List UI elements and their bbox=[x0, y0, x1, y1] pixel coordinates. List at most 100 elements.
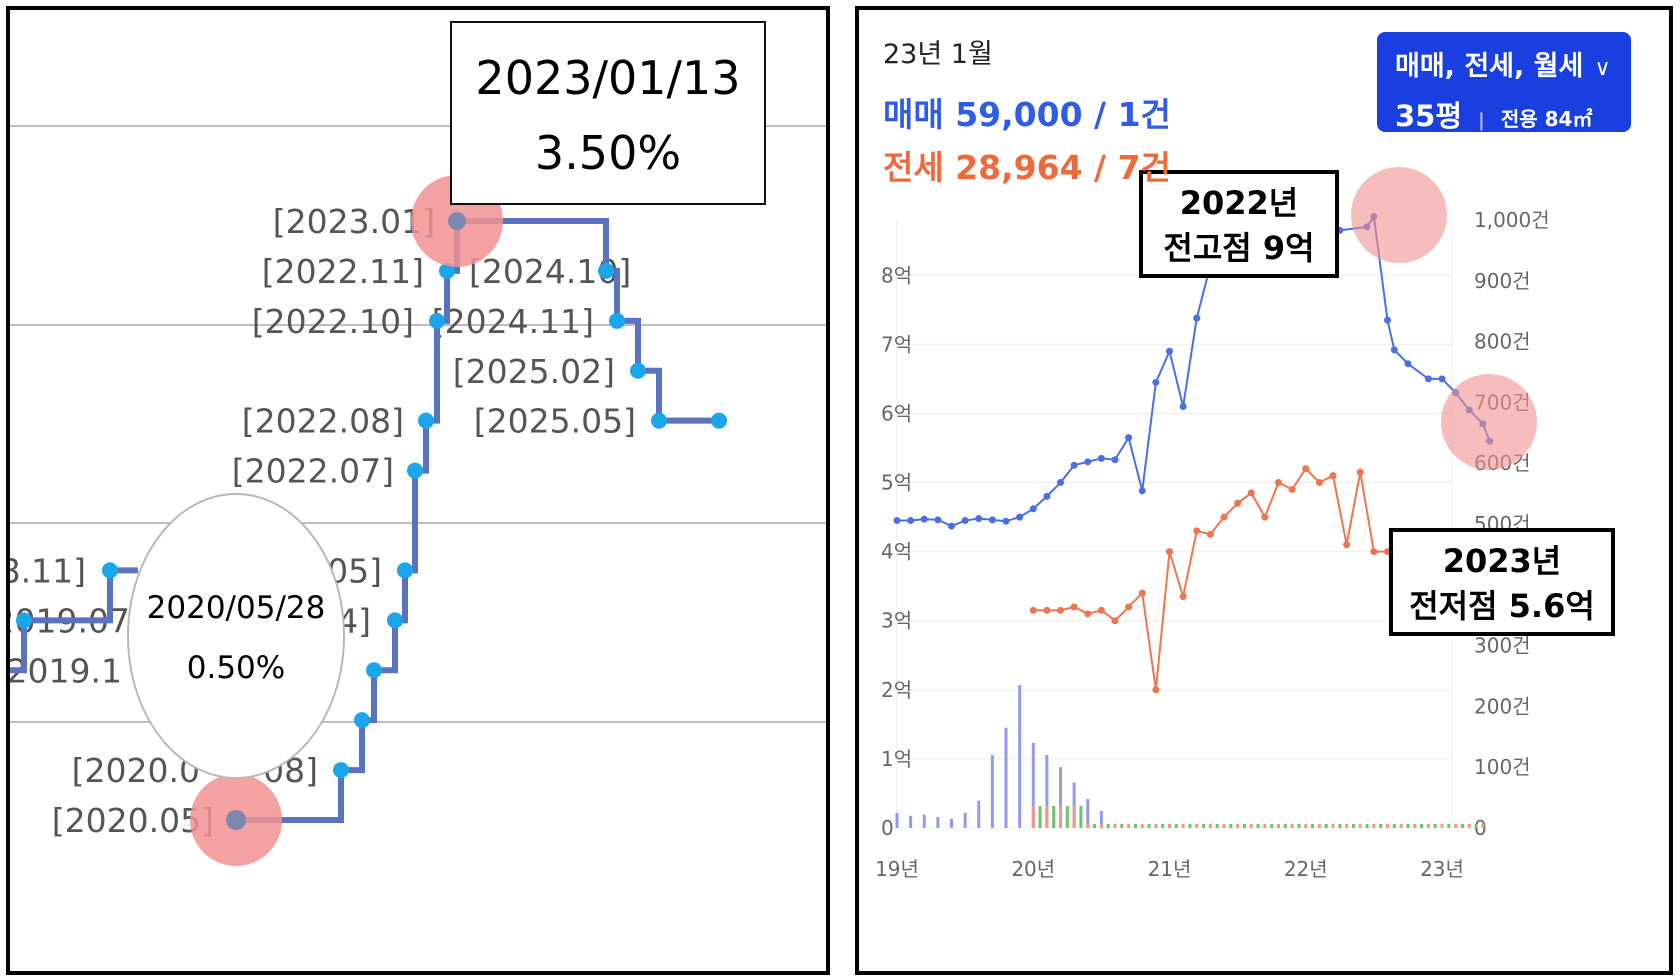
sale-point[interactable] bbox=[1029, 505, 1037, 513]
sale-point[interactable] bbox=[1438, 375, 1446, 383]
rent-point[interactable] bbox=[1315, 479, 1323, 487]
rate-point[interactable] bbox=[333, 762, 349, 779]
sale-point[interactable] bbox=[1179, 403, 1187, 411]
rate-point[interactable] bbox=[439, 262, 455, 279]
volume-bar bbox=[1059, 806, 1062, 828]
deal-type-filter-button[interactable]: 매매, 전세, 월세 ∨ 35평 | 전용 84㎡ bbox=[1377, 32, 1631, 133]
gridlines bbox=[896, 220, 1453, 829]
sale-point[interactable] bbox=[1138, 487, 1146, 495]
volume-bar bbox=[1038, 806, 1042, 828]
rent-point[interactable] bbox=[1084, 610, 1092, 618]
volume-bar bbox=[1154, 824, 1158, 828]
rent-summary: 전세 28,964 / 7건 bbox=[883, 148, 1171, 187]
sale-point[interactable] bbox=[934, 516, 942, 524]
rate-point[interactable] bbox=[429, 312, 445, 329]
sale-point[interactable] bbox=[893, 517, 901, 525]
rent-point[interactable] bbox=[1166, 548, 1173, 556]
sale-point[interactable] bbox=[1384, 316, 1391, 324]
rent-point[interactable] bbox=[1356, 468, 1364, 476]
date-label: [2022.07] bbox=[232, 452, 394, 491]
volume-bar bbox=[922, 814, 926, 828]
volume-bar bbox=[1113, 824, 1117, 828]
sale-point[interactable] bbox=[1097, 454, 1105, 462]
sale-point[interactable] bbox=[1424, 375, 1432, 383]
volume-bar bbox=[1440, 824, 1444, 828]
rent-point[interactable] bbox=[1261, 513, 1269, 521]
sale-point[interactable] bbox=[1125, 434, 1133, 442]
y2-tick-label: 200건 bbox=[1474, 694, 1531, 718]
rent-point[interactable] bbox=[1138, 589, 1146, 597]
sale-point[interactable] bbox=[975, 514, 983, 522]
rate-point[interactable] bbox=[651, 412, 667, 429]
rent-point[interactable] bbox=[1043, 606, 1051, 614]
sale-point[interactable] bbox=[1043, 492, 1051, 500]
rent-point[interactable] bbox=[1057, 606, 1064, 614]
y2-tick-label: 300건 bbox=[1474, 634, 1531, 658]
rate-point[interactable] bbox=[16, 612, 32, 629]
rate-point[interactable] bbox=[366, 662, 382, 679]
volume-bar bbox=[963, 812, 967, 828]
rent-point[interactable] bbox=[1370, 548, 1378, 556]
rent-point[interactable] bbox=[1302, 465, 1310, 473]
sale-point[interactable] bbox=[961, 517, 969, 525]
x-tick-label: 21년 bbox=[1148, 857, 1192, 881]
rate-point[interactable] bbox=[598, 262, 614, 279]
rent-point[interactable] bbox=[1234, 499, 1242, 507]
selected-point-high[interactable] bbox=[448, 212, 466, 230]
volume-bar bbox=[1283, 824, 1287, 828]
rate-point[interactable] bbox=[354, 712, 370, 729]
rent-point[interactable] bbox=[1152, 686, 1160, 694]
rent-point[interactable] bbox=[1179, 593, 1187, 601]
y2-tick-label: 900건 bbox=[1474, 269, 1531, 293]
volume-bar bbox=[1331, 824, 1335, 828]
rent-point[interactable] bbox=[1343, 541, 1351, 549]
rate-point[interactable] bbox=[387, 612, 403, 629]
sale-point[interactable] bbox=[920, 515, 928, 523]
rate-point[interactable] bbox=[102, 562, 118, 579]
tooltip-top-rate: 3.50% bbox=[535, 126, 681, 180]
volume-bar bbox=[1345, 824, 1349, 828]
sale-point[interactable] bbox=[1166, 347, 1173, 355]
sale-point[interactable] bbox=[907, 517, 915, 525]
volume-bar bbox=[1386, 824, 1389, 828]
tooltip-top-date: 2023/01/13 bbox=[475, 51, 740, 105]
rent-point[interactable] bbox=[1220, 513, 1228, 521]
y-tick-label: 0 bbox=[881, 816, 894, 840]
sale-point[interactable] bbox=[1070, 461, 1078, 469]
date-label: [2025.02] bbox=[453, 352, 615, 391]
rent-point[interactable] bbox=[1029, 606, 1037, 614]
sale-point[interactable] bbox=[1057, 479, 1064, 487]
rent-point[interactable] bbox=[1125, 603, 1133, 611]
rent-point[interactable] bbox=[1329, 472, 1337, 480]
rent-point[interactable] bbox=[1275, 479, 1282, 487]
rent-point[interactable] bbox=[1206, 530, 1214, 538]
rate-point[interactable] bbox=[418, 412, 434, 429]
rent-point[interactable] bbox=[1097, 606, 1105, 614]
rent-point[interactable] bbox=[1111, 617, 1119, 625]
volume-bar bbox=[1059, 767, 1062, 828]
volume-bar bbox=[1215, 824, 1219, 828]
rent-point[interactable] bbox=[1288, 485, 1296, 493]
sale-point[interactable] bbox=[1193, 314, 1201, 322]
sale-point[interactable] bbox=[1390, 346, 1398, 354]
sale-point[interactable] bbox=[1152, 378, 1160, 386]
rate-point[interactable] bbox=[711, 412, 727, 429]
sale-point[interactable] bbox=[1084, 458, 1092, 466]
sale-point[interactable] bbox=[988, 516, 996, 524]
rent-point[interactable] bbox=[1247, 489, 1255, 497]
sale-point[interactable] bbox=[948, 522, 955, 530]
rent-point[interactable] bbox=[1193, 527, 1201, 535]
volume-bar bbox=[1426, 824, 1430, 828]
rate-point[interactable] bbox=[397, 562, 413, 579]
sale-point[interactable] bbox=[1404, 360, 1412, 368]
sale-point[interactable] bbox=[1111, 456, 1119, 464]
rate-point[interactable] bbox=[407, 462, 423, 479]
volume-bar bbox=[1454, 824, 1458, 828]
rate-point[interactable] bbox=[630, 362, 646, 379]
exclusive-area: 전용 84㎡ bbox=[1500, 107, 1593, 131]
rent-point[interactable] bbox=[1070, 603, 1078, 611]
selected-point-low[interactable] bbox=[226, 810, 246, 830]
rate-point[interactable] bbox=[609, 312, 625, 329]
sale-point[interactable] bbox=[1016, 513, 1024, 521]
sale-point[interactable] bbox=[1002, 517, 1010, 525]
